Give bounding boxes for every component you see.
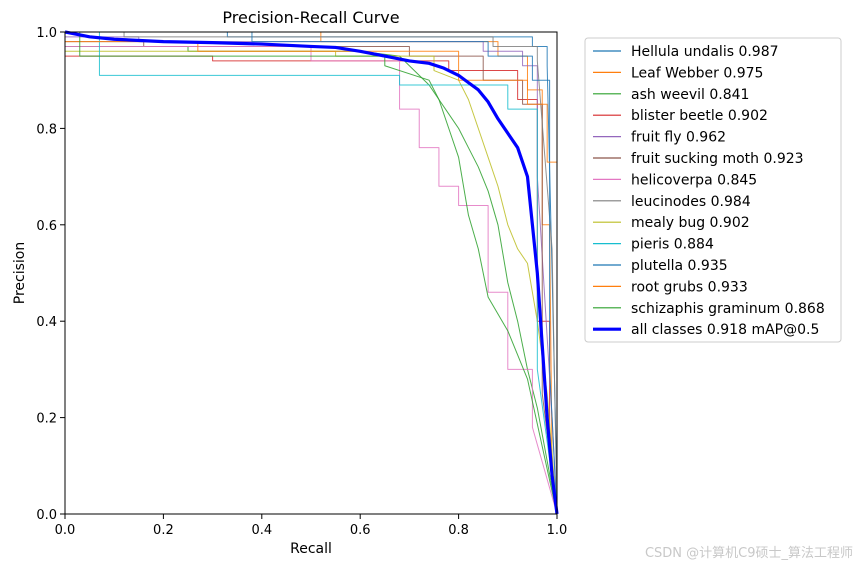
legend: Hellula undalis 0.987 Leaf Webber 0.975 as… — [584, 37, 842, 343]
x-tick-label: 1.0 — [547, 523, 568, 538]
watermark: CSDN @计算机C9硕士_算法工程师 — [644, 546, 853, 561]
x-tick-label: 0.6 — [350, 523, 371, 538]
series-line-root — [65, 41, 558, 514]
legend-label: Leaf Webber 0.975 — [631, 65, 763, 81]
legend-label: schizaphis graminum 0.868 — [631, 301, 825, 317]
legend-label: leucinodes 0.984 — [631, 194, 751, 210]
y-tick-label: 0.6 — [36, 219, 57, 234]
series-line-ash — [65, 45, 558, 514]
series-line-pieris — [65, 31, 558, 514]
legend-label: blister beetle 0.902 — [631, 108, 768, 124]
y-tick-label: 0.2 — [36, 412, 57, 427]
series-line-schizaphis — [65, 31, 558, 514]
y-axis-label: Precision — [12, 242, 28, 304]
chart-title: Precision-Recall Curve — [222, 8, 399, 27]
legend-label: pieris 0.884 — [631, 237, 714, 253]
legend-label: all classes 0.918 mAP@0.5 — [631, 322, 819, 338]
legend-label: root grubs 0.933 — [631, 279, 748, 295]
legend-label: fruit sucking moth 0.923 — [631, 151, 804, 167]
series-line-blister — [65, 55, 558, 514]
legend-label: ash weevil 0.841 — [631, 87, 749, 103]
series-line-leucinodes — [65, 31, 558, 514]
series-line-mealy — [65, 50, 558, 514]
y-tick-label: 1.0 — [36, 26, 57, 41]
y-tick-label: 0.8 — [36, 122, 57, 137]
series-layer — [65, 30, 559, 514]
x-tick-label: 0.2 — [153, 523, 174, 538]
legend-label: Hellula undalis 0.987 — [631, 44, 779, 60]
x-tick-label: 0.0 — [55, 523, 76, 538]
y-tick-label: 0.4 — [36, 315, 57, 330]
plot-frame — [64, 31, 558, 515]
legend-label: helicoverpa 0.845 — [631, 172, 757, 188]
series-line-plutella — [65, 31, 558, 514]
x-tick-label: 0.8 — [448, 523, 469, 538]
series-line-helicoverpa — [65, 45, 558, 514]
series-line-all — [65, 30, 559, 514]
legend-box — [584, 37, 842, 343]
legend-label: plutella 0.935 — [631, 258, 728, 274]
x-axis-label: Recall — [290, 541, 332, 557]
x-tick-label: 0.4 — [251, 523, 272, 538]
legend-label: fruit fly 0.962 — [631, 130, 726, 146]
legend-label: mealy bug 0.902 — [631, 215, 750, 231]
series-line-fruit — [65, 41, 558, 514]
y-tick-label: 0.0 — [36, 508, 57, 523]
